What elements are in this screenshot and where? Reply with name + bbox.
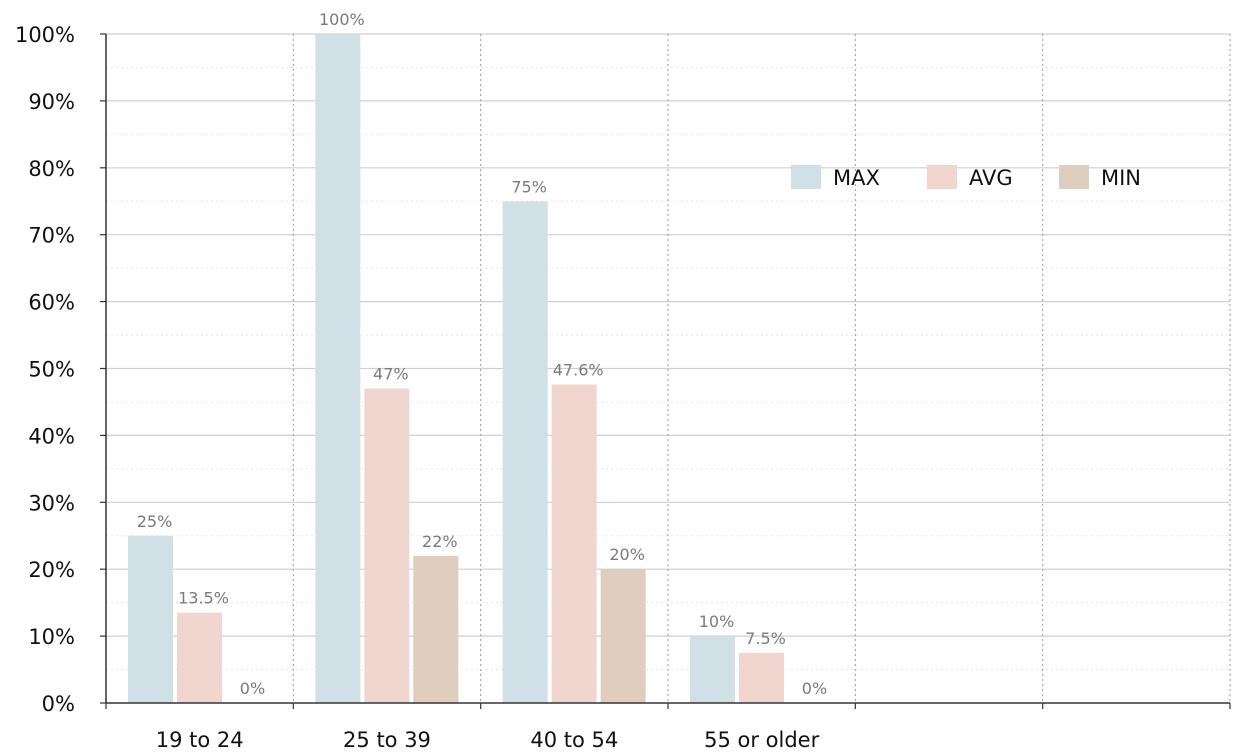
bar-max-0 <box>128 535 173 703</box>
x-tick-label: 55 or older <box>704 728 819 752</box>
bar-min-2 <box>600 569 646 703</box>
legend-label-max: MAX <box>833 166 880 190</box>
data-label: 22% <box>422 532 458 551</box>
data-label: 7.5% <box>745 629 786 648</box>
legend-label-avg: AVG <box>969 166 1013 190</box>
data-label: 47% <box>373 365 409 384</box>
gridlines <box>106 33 1231 703</box>
data-label: 20% <box>609 545 645 564</box>
bar-max-1 <box>315 34 361 703</box>
bar-avg-1 <box>364 388 410 703</box>
bar-max-3 <box>690 636 735 703</box>
y-tick-label: 70% <box>28 224 75 248</box>
legend-swatch-max <box>791 165 821 189</box>
x-tick-label: 19 to 24 <box>156 728 244 752</box>
bars <box>128 34 784 703</box>
x-tick-label: 25 to 39 <box>343 728 431 752</box>
legend-swatch-min <box>1059 165 1089 189</box>
y-tick-label: 20% <box>28 558 75 582</box>
bar-avg-0 <box>177 612 222 703</box>
legend-label-min: MIN <box>1101 166 1141 190</box>
data-label: 0% <box>802 679 827 698</box>
data-label: 13.5% <box>178 589 229 608</box>
data-label: 10% <box>699 612 735 631</box>
y-tick-label: 100% <box>15 23 75 47</box>
data-label: 25% <box>137 512 173 531</box>
y-tick-label: 30% <box>28 491 75 515</box>
data-labels: 25% 100% 75% 10% 13.5% 47% 47.6% 7.5% 0% 22% 20% 0% <box>137 10 827 698</box>
y-tick-label: 50% <box>28 358 75 382</box>
legend-swatch-avg <box>927 165 957 189</box>
x-tick-label: 40 to 54 <box>530 728 618 752</box>
data-label: 47.6% <box>553 361 604 380</box>
y-tick-label: 80% <box>28 157 75 181</box>
y-tick-label: 40% <box>28 424 75 448</box>
bar-min-1 <box>413 555 459 703</box>
bar-avg-3 <box>739 652 784 703</box>
y-tick-label: 10% <box>28 625 75 649</box>
data-label: 75% <box>511 177 547 196</box>
axes: 0% 10% 20% 30% 40% 50% 60% 70% 80% 90% 100% 19 to 2… <box>15 23 1231 752</box>
legend: MAX AVG MIN <box>791 165 1141 190</box>
data-label: 100% <box>319 10 365 29</box>
bar-avg-2 <box>551 384 597 703</box>
y-tick-label: 90% <box>28 90 75 114</box>
y-tick-label: 0% <box>42 692 75 716</box>
y-tick-label: 60% <box>28 291 75 315</box>
data-label: 0% <box>240 679 265 698</box>
bar-max-2 <box>502 201 548 703</box>
